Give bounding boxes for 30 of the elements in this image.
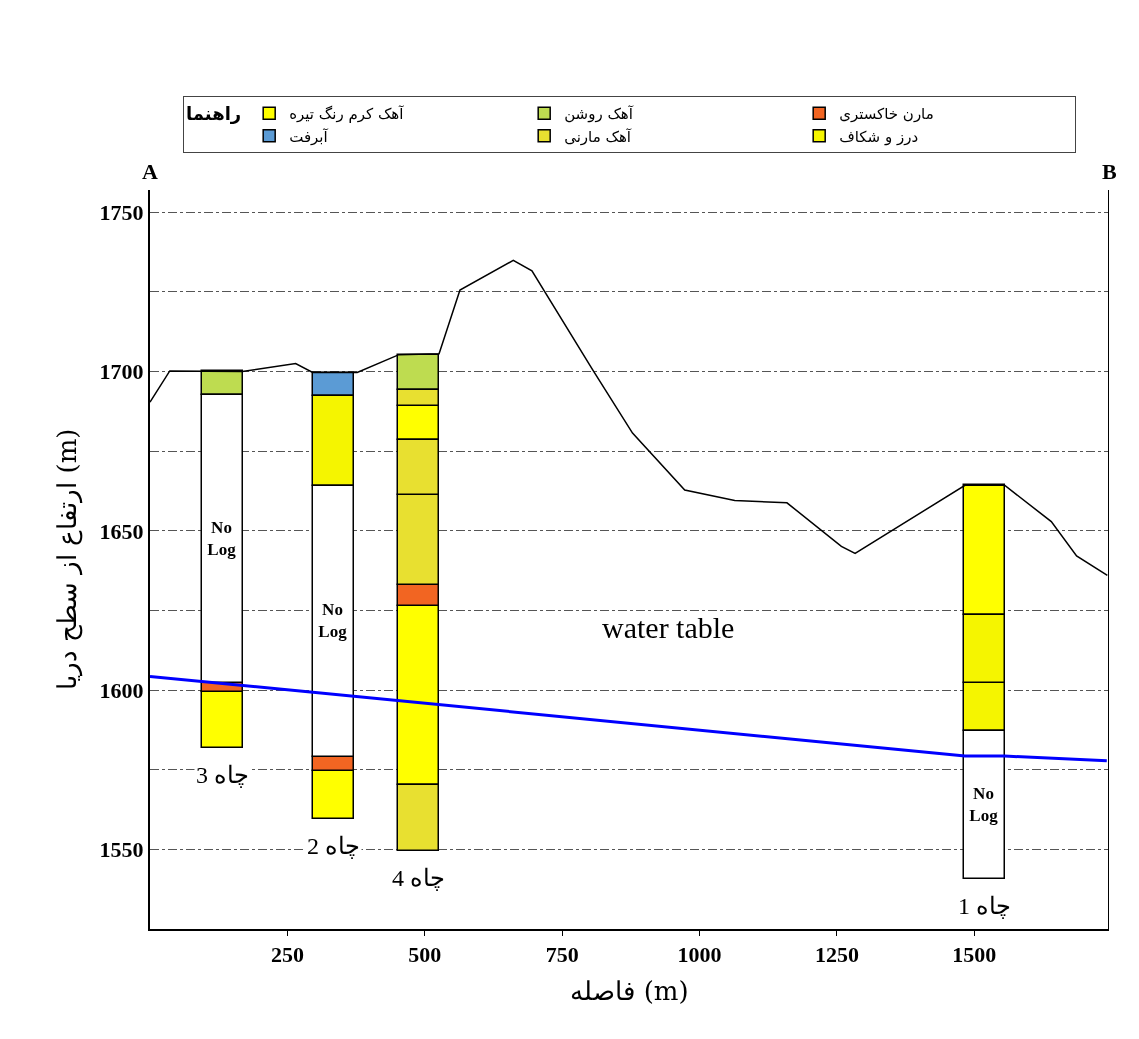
x-tick-label: 500 [408, 942, 442, 968]
legend-label: آبرفت [289, 127, 329, 146]
legend-label: آهک مارنی [564, 127, 632, 146]
y-tick-label: 1600 [99, 677, 144, 703]
x-tick-label: 750 [545, 942, 579, 968]
legend-title: راهنما [186, 103, 242, 125]
series-label: No Log [318, 600, 348, 642]
text: No Log [969, 783, 998, 825]
y-tick-label: 1550 [99, 837, 144, 863]
x-tick-label: 1000 [677, 942, 722, 968]
x-axis-title: فاصله (m) [570, 975, 689, 1006]
annotation: water table [602, 611, 735, 644]
x-tick-label: 250 [270, 942, 304, 968]
text: A [142, 159, 158, 184]
legend-label: مارن خاکستری [839, 105, 934, 124]
y-tick-label: 1650 [99, 518, 144, 544]
annotation: چاه 3 [196, 762, 249, 788]
annotation: چاه 2 [307, 833, 360, 859]
text: No Log [207, 517, 236, 559]
legend-label: درز و شکاف [839, 127, 919, 146]
x-tick-label: 1500 [952, 942, 997, 968]
y-axis-title: ارتفاع از سطح دریا (m) [52, 428, 84, 691]
text: B [1102, 159, 1117, 184]
annotation: چاه 1 [958, 893, 1011, 919]
annotation: چاه 4 [392, 865, 445, 891]
y-tick-label: 1700 [99, 359, 144, 385]
y-tick-label: 1750 [99, 200, 144, 225]
legend-label: آهک روشن [564, 105, 634, 124]
legend-label: آهک کرم رنگ تیره [289, 105, 405, 124]
x-tick-label: 1250 [814, 942, 859, 968]
